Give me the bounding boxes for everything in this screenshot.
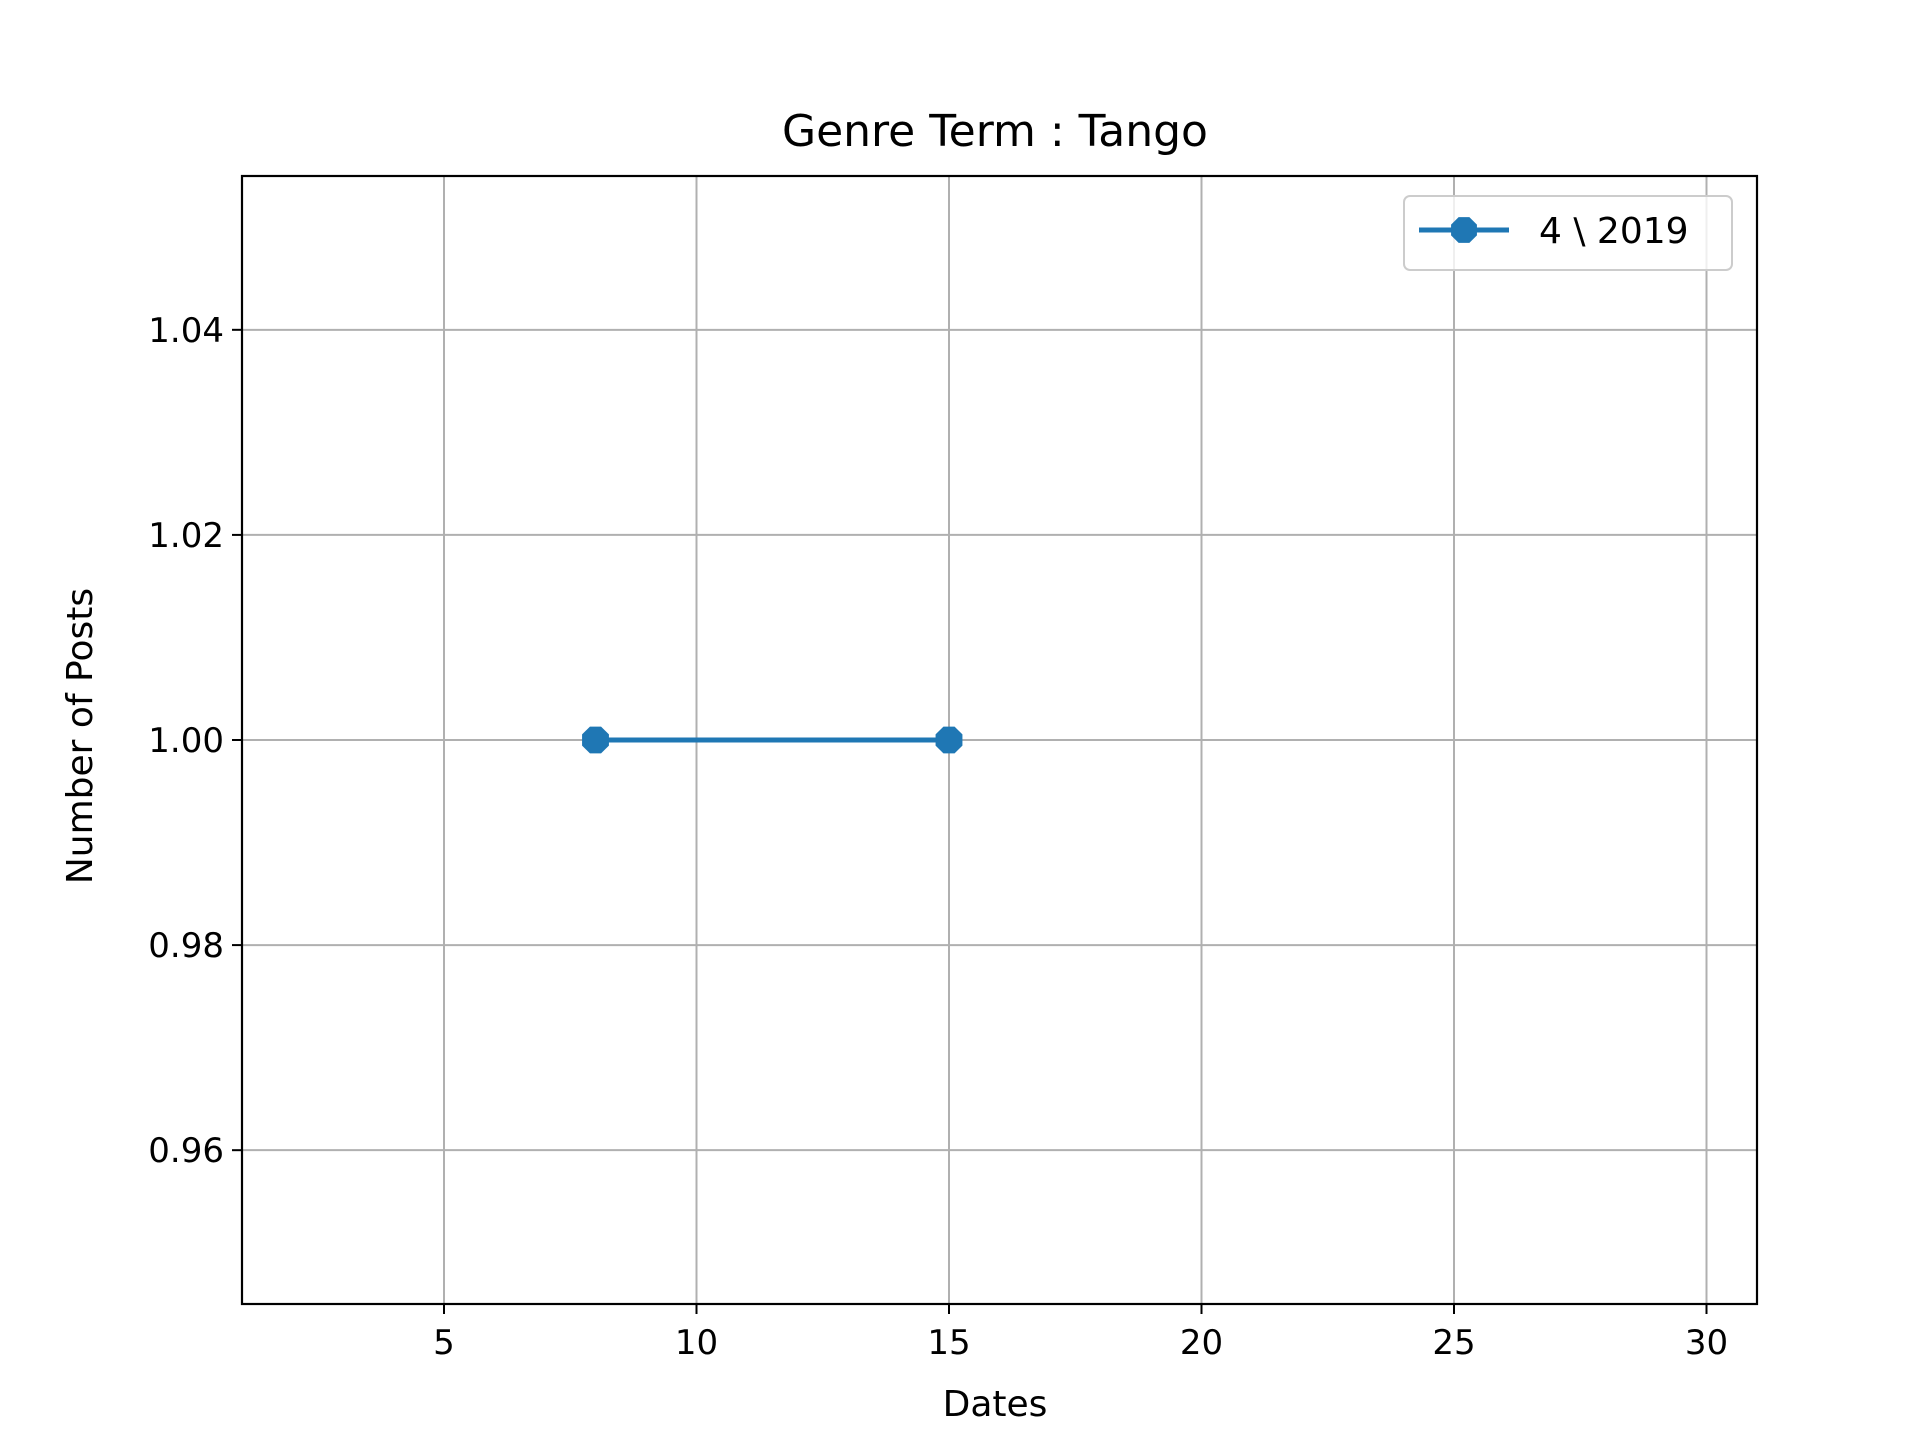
axis-ticks: 5 10 15 20 25 30 0.96 0.98 1.00 1.02 1.04	[148, 311, 1728, 1363]
legend-box	[1403, 195, 1733, 271]
legend-entry-label: 4 \ 2019	[1539, 211, 1689, 252]
y-tick-label: 0.98	[148, 926, 224, 966]
x-tick-label: 10	[675, 1323, 718, 1363]
x-tick-label: 25	[1432, 1323, 1475, 1363]
x-tick-label: 30	[1685, 1323, 1728, 1363]
x-tick-label: 20	[1180, 1323, 1223, 1363]
x-axis-label: Dates	[943, 1384, 1048, 1425]
y-tick-label: 1.02	[148, 516, 224, 556]
y-axis-label: Number of Posts	[60, 588, 101, 884]
x-tick-label: 15	[927, 1323, 970, 1363]
x-tick-label: 5	[433, 1323, 455, 1363]
data-point-marker	[582, 726, 609, 754]
y-tick-label: 0.96	[148, 1131, 224, 1171]
series-layer	[582, 726, 963, 754]
chart-title: Genre Term : Tango	[782, 106, 1208, 157]
data-point-marker	[935, 726, 963, 754]
y-tick-label: 1.00	[148, 721, 224, 761]
y-tick-label: 1.04	[148, 311, 224, 351]
legend: 4 \ 2019	[1403, 195, 1733, 271]
legend-marker-sample	[1451, 217, 1477, 243]
